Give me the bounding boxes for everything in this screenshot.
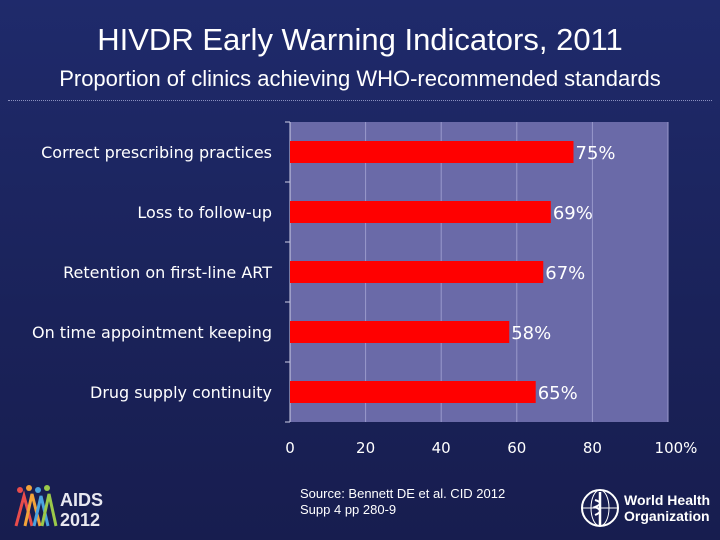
source-note: Source: Bennett DE et al. CID 2012 Supp … [300, 486, 590, 518]
title-divider [8, 100, 712, 101]
data-label: 65% [538, 383, 578, 404]
data-label: 75% [576, 143, 616, 164]
x-tick-label: 60 [507, 439, 526, 457]
category-label: On time appointment keeping [32, 323, 272, 342]
aids-logo-bottom-text: 2012 [60, 510, 100, 530]
x-tick-label: 20 [356, 439, 375, 457]
data-label: 67% [545, 263, 585, 284]
source-line-2: Supp 4 pp 280-9 [300, 502, 397, 517]
source-line-1: Source: Bennett DE et al. CID 2012 [300, 486, 506, 501]
bar [290, 381, 536, 403]
category-label: Retention on first-line ART [63, 263, 272, 282]
data-label: 69% [553, 203, 593, 224]
x-tick-label: 0 [285, 439, 295, 457]
who-wordmark-line-1: World Health [624, 492, 711, 508]
data-label: 58% [511, 323, 551, 344]
bar [290, 201, 551, 223]
x-tick-label: 80 [583, 439, 602, 457]
who-wordmark: World Health Organization [624, 492, 710, 524]
who-emblem-icon [581, 489, 619, 527]
bar-chart: Correct prescribing practices 75% Loss to … [32, 121, 698, 457]
bar [290, 141, 574, 163]
bar [290, 321, 510, 343]
chart-title: HIVDR Early Warning Indicators, 2011 [97, 22, 623, 57]
x-tick-label: 100% [655, 439, 698, 457]
aids-logo-top-text: AIDS [60, 490, 103, 510]
category-label: Correct prescribing practices [41, 143, 272, 162]
aids-2012-logo: AIDS 2012 [14, 485, 103, 530]
chart-subtitle: Proportion of clinics achieving WHO-reco… [59, 66, 661, 91]
category-label: Loss to follow-up [137, 203, 272, 222]
ribbon-people-icon [14, 485, 58, 527]
bar [290, 261, 544, 283]
who-wordmark-line-2: Organization [624, 508, 710, 524]
x-tick-label: 40 [432, 439, 451, 457]
category-label: Drug supply continuity [90, 383, 272, 402]
